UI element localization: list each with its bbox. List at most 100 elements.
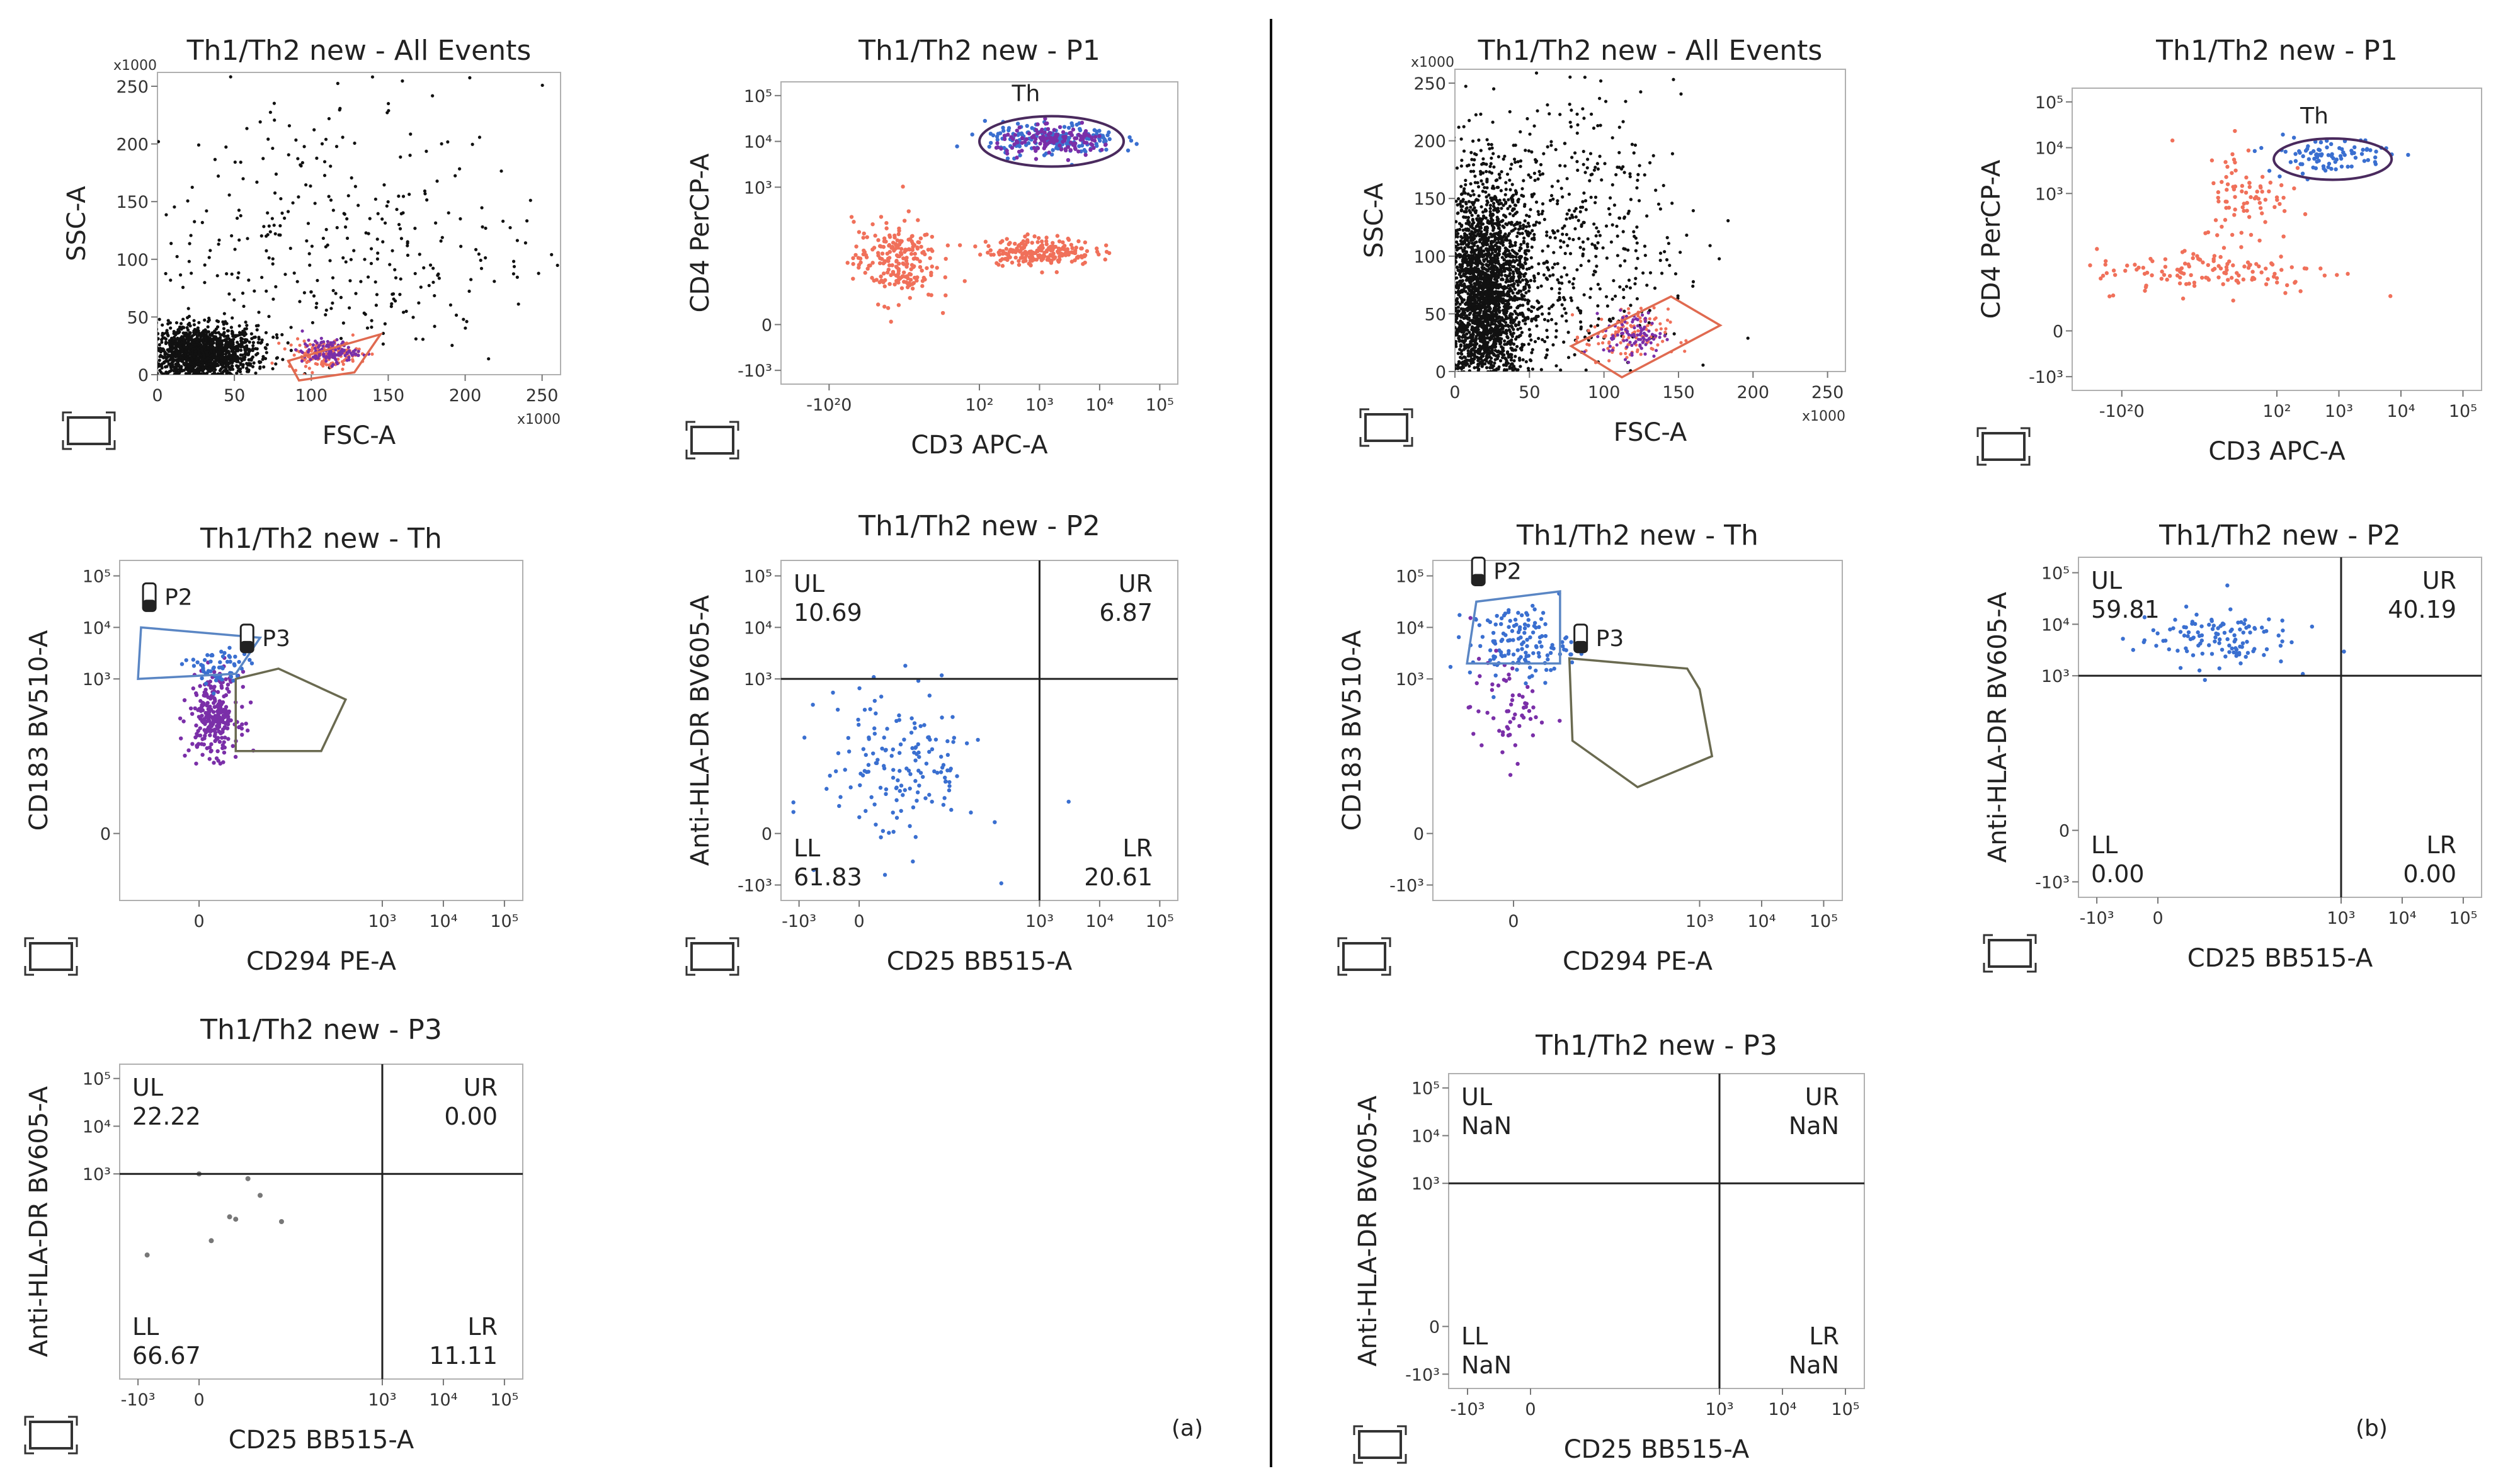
zoom-bracket-icon[interactable] [24, 937, 78, 976]
event-dot [427, 283, 431, 288]
gate-th[interactable] [978, 115, 1126, 168]
event-dot [299, 349, 303, 353]
event-dot [116, 334, 119, 338]
event-dot [399, 277, 402, 281]
event-dot [986, 244, 991, 248]
zoom-bracket-icon[interactable] [62, 411, 116, 450]
zoom-bracket-icon[interactable] [685, 421, 739, 460]
event-dot [1487, 193, 1491, 197]
event-dot [219, 380, 222, 383]
event-dot [217, 340, 220, 344]
event-dot [201, 334, 205, 338]
event-dot [222, 710, 227, 714]
event-dot [1016, 133, 1020, 137]
event-dot [237, 324, 241, 328]
event-dot [232, 358, 236, 363]
event-dot [215, 726, 220, 731]
event-dot [1450, 269, 1453, 272]
event-dot [225, 659, 230, 664]
event-dot [205, 692, 209, 697]
gate-p2[interactable] [137, 626, 263, 681]
event-dot [149, 348, 152, 351]
event-dot [1464, 391, 1467, 394]
event-dot [917, 783, 921, 788]
event-dot [1491, 417, 1494, 420]
event-dot [902, 219, 907, 223]
event-dot [245, 1176, 251, 1181]
event-dot [467, 289, 471, 293]
event-dot [227, 690, 231, 694]
x-tick-label: 10² [965, 395, 993, 415]
event-dot [164, 271, 168, 276]
event-dot [268, 230, 272, 234]
event-dot [1000, 264, 1005, 268]
event-dot [1483, 387, 1486, 390]
event-dot [239, 213, 242, 218]
event-dot [224, 349, 227, 353]
event-dot [404, 309, 408, 313]
plot-frame [157, 72, 561, 375]
event-dot [564, 230, 567, 233]
x-tick-label: 10⁴ [1085, 912, 1114, 931]
event-dot [401, 310, 406, 314]
event-dot [291, 201, 295, 205]
event-dot [865, 266, 870, 271]
event-dot [1507, 387, 1510, 390]
event-dot [1498, 445, 1501, 448]
event-dot [341, 360, 345, 363]
event-dot [1127, 135, 1132, 140]
event-dot [171, 355, 175, 359]
event-dot [1486, 142, 1491, 146]
event-dot [882, 260, 887, 264]
event-dot [1482, 351, 1486, 355]
event-dot [1463, 415, 1466, 418]
event-dot [1467, 222, 1471, 225]
event-dot [881, 244, 886, 249]
event-dot [201, 386, 204, 389]
event-dot [1522, 417, 1525, 421]
event-dot [1494, 179, 1498, 183]
event-dot [327, 343, 331, 347]
zoom-bracket-icon[interactable] [24, 1416, 78, 1455]
event-dot [408, 382, 411, 385]
zoom-bracket-icon[interactable] [1359, 408, 1413, 447]
x-tick-label: -10³ [782, 912, 816, 931]
event-dot [425, 149, 428, 153]
event-dot [286, 341, 290, 345]
event-dot [341, 340, 345, 344]
event-dot [270, 361, 274, 365]
event-dot [413, 227, 417, 230]
event-dot [1095, 249, 1100, 254]
event-dot [383, 221, 387, 225]
event-dot [1456, 436, 1459, 439]
event-dot [254, 347, 258, 351]
event-dot [1072, 141, 1077, 146]
event-dot [227, 1214, 232, 1220]
event-dot [1500, 436, 1503, 439]
event-dot [1511, 376, 1514, 379]
event-dot [1027, 261, 1031, 266]
event-dot [1490, 366, 1494, 370]
y-tick-label: 10⁴ [83, 618, 111, 638]
zoom-bracket-icon[interactable] [685, 937, 739, 976]
event-dot [352, 249, 356, 253]
event-dot [431, 266, 435, 270]
event-dot [1010, 145, 1015, 150]
event-dot [334, 348, 338, 352]
event-dot [1476, 375, 1480, 378]
event-dot [217, 714, 221, 718]
event-dot [373, 197, 378, 201]
event-dot [1485, 496, 1488, 499]
event-dot [1456, 312, 1459, 315]
gate-p3[interactable] [234, 667, 348, 752]
event-dot [879, 695, 884, 699]
x-tick-label: -10²0 [806, 395, 852, 415]
event-dot [1440, 277, 1444, 280]
event-dot [918, 724, 923, 729]
event-dot [1073, 248, 1078, 253]
event-dot [142, 335, 145, 338]
event-dot [307, 338, 311, 342]
plot-title: Th1/Th2 new - P3 [200, 1014, 442, 1046]
gate-region[interactable] [287, 332, 384, 382]
